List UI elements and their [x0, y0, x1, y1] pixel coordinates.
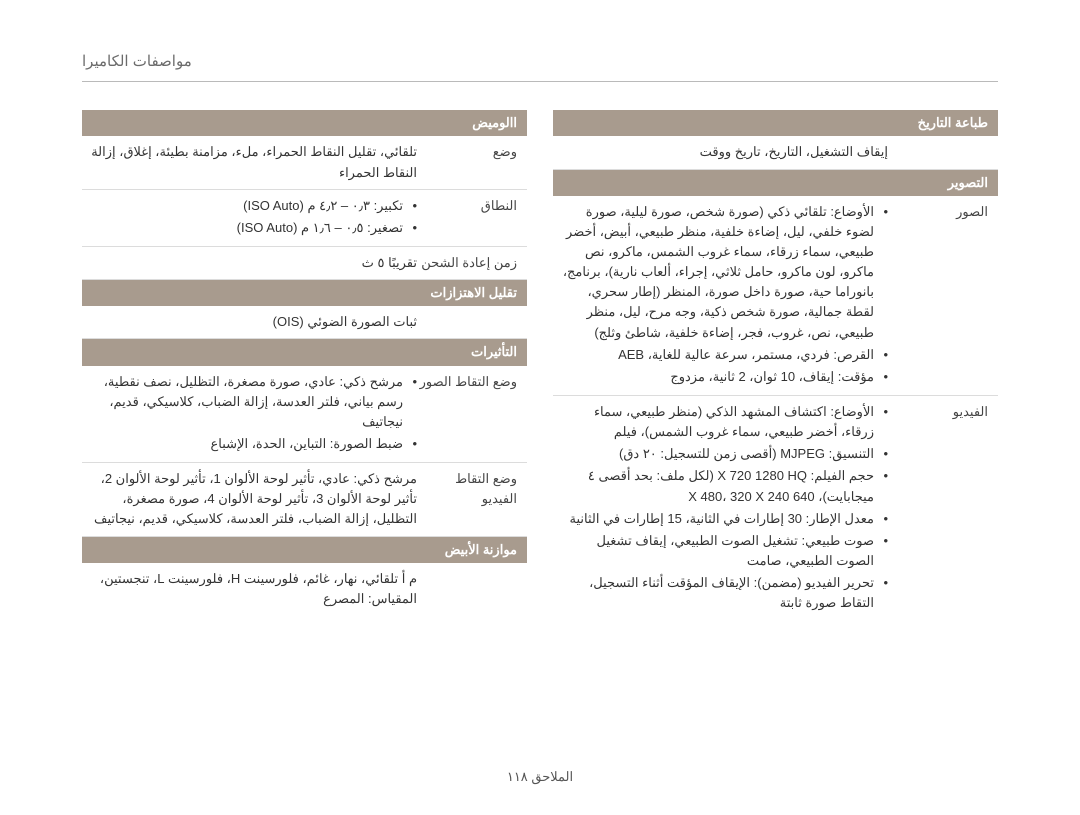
page-title: مواصفات الكاميرا: [82, 50, 998, 82]
spec-label: [417, 569, 527, 609]
section-header: االوميض: [82, 110, 527, 136]
spec-row: وضع التقاط الفيديومرشح ذكي: عادي، تأثير …: [82, 463, 527, 536]
spec-label: زمن إعادة الشحن: [417, 253, 527, 273]
spec-list-item: التنسيق: MJPEG (أقصى زمن للتسجيل: ٢٠ دق): [559, 444, 888, 464]
spec-list-item: ضبط الصورة: التباين، الحدة، الإشباع: [88, 434, 417, 454]
left-column: طباعة التاريخ إيقاف التشغيل، التاريخ، تار…: [553, 110, 998, 621]
spec-list-item: تصغير: ٠٫٥ – ١٫٦ م (ISO Auto): [88, 218, 417, 238]
section-header: تقليل الاهتزازات: [82, 280, 527, 306]
spec-label: الصور: [888, 202, 998, 389]
spec-list-item: مؤقت: إيقاف، 10 ثوان، 2 ثانية، مزدوج: [559, 367, 888, 387]
spec-row: الصورالأوضاع: تلقائي ذكي (صورة شخص، صورة…: [553, 196, 998, 396]
spec-value: الأوضاع: تلقائي ذكي (صورة شخص، صورة ليلي…: [553, 202, 888, 389]
spec-list-item: تحرير الفيديو (مضمن): الإيقاف المؤقت أثن…: [559, 573, 888, 613]
spec-row: الفيديوالأوضاع: اكتشاف المشهد الذكي (منظ…: [553, 396, 998, 621]
spec-list-item: الأوضاع: اكتشاف المشهد الذكي (منظر طبيعي…: [559, 402, 888, 442]
spec-label: [417, 312, 527, 332]
spec-list-item: الأوضاع: تلقائي ذكي (صورة شخص، صورة ليلي…: [559, 202, 888, 343]
spec-list-item: حجم الفيلم: HQ ‏1280 X 720 (لكل ملف: بحد…: [559, 466, 888, 506]
spec-label: وضع: [417, 142, 527, 182]
spec-value: ثبات الصورة الضوئي (OIS): [82, 312, 417, 332]
spec-label: الفيديو: [888, 402, 998, 615]
spec-row: النطاقتكبير: ٠٫٣ – ٤٫٢ م (ISO Auto)تصغير…: [82, 190, 527, 247]
spec-value: م أ تلقائي، نهار، غائم، فلورسينت H، فلور…: [82, 569, 417, 609]
page-footer: الملاحق ١١٨: [0, 767, 1080, 787]
spec-list-item: صوت طبيعي: تشغيل الصوت الطبيعي، إيقاف تش…: [559, 531, 888, 571]
spec-row: وضع التقاط الصورمرشح ذكي: عادي، صورة مصغ…: [82, 366, 527, 464]
spec-value: تقريبًا ٥ ث: [82, 253, 417, 273]
spec-value: مرشح ذكي: عادي، صورة مصغرة، التظليل، نصف…: [82, 372, 417, 457]
spec-row: إيقاف التشغيل، التاريخ، تاريخ ووقت: [553, 136, 998, 169]
two-column-layout: االوميضوضعتلقائي، تقليل النقاط الحمراء، …: [82, 110, 998, 621]
spec-value: تلقائي، تقليل النقاط الحمراء، ملء، مزامن…: [82, 142, 417, 182]
spec-list-item: مرشح ذكي: عادي، صورة مصغرة، التظليل، نصف…: [88, 372, 417, 432]
spec-label: وضع التقاط الفيديو: [417, 469, 527, 529]
spec-list-item: تكبير: ٠٫٣ – ٤٫٢ م (ISO Auto): [88, 196, 417, 216]
spec-list-item: القرص: فردي، مستمر، سرعة عالية للغاية، A…: [559, 345, 888, 365]
spec-row: م أ تلقائي، نهار، غائم، فلورسينت H، فلور…: [82, 563, 527, 615]
section-header: موازنة الأبيض: [82, 537, 527, 563]
spec-list-item: معدل الإطار: 30 إطارات في الثانية، 15 إط…: [559, 509, 888, 529]
spec-row: زمن إعادة الشحنتقريبًا ٥ ث: [82, 247, 527, 280]
right-column: االوميضوضعتلقائي، تقليل النقاط الحمراء، …: [82, 110, 527, 621]
spec-value: مرشح ذكي: عادي، تأثير لوحة الألوان 1، تأ…: [82, 469, 417, 529]
section-header: طباعة التاريخ: [553, 110, 998, 136]
spec-label: وضع التقاط الصور: [417, 372, 527, 457]
spec-row: ثبات الصورة الضوئي (OIS): [82, 306, 527, 339]
spec-value: تكبير: ٠٫٣ – ٤٫٢ م (ISO Auto)تصغير: ٠٫٥ …: [82, 196, 417, 240]
spec-label: [888, 142, 998, 162]
spec-value: الأوضاع: اكتشاف المشهد الذكي (منظر طبيعي…: [553, 402, 888, 615]
section-header: التأثيرات: [82, 339, 527, 365]
spec-value: إيقاف التشغيل، التاريخ، تاريخ ووقت: [553, 142, 888, 162]
spec-row: وضعتلقائي، تقليل النقاط الحمراء، ملء، مز…: [82, 136, 527, 189]
spec-label: النطاق: [417, 196, 527, 240]
section-header: التصوير: [553, 170, 998, 196]
